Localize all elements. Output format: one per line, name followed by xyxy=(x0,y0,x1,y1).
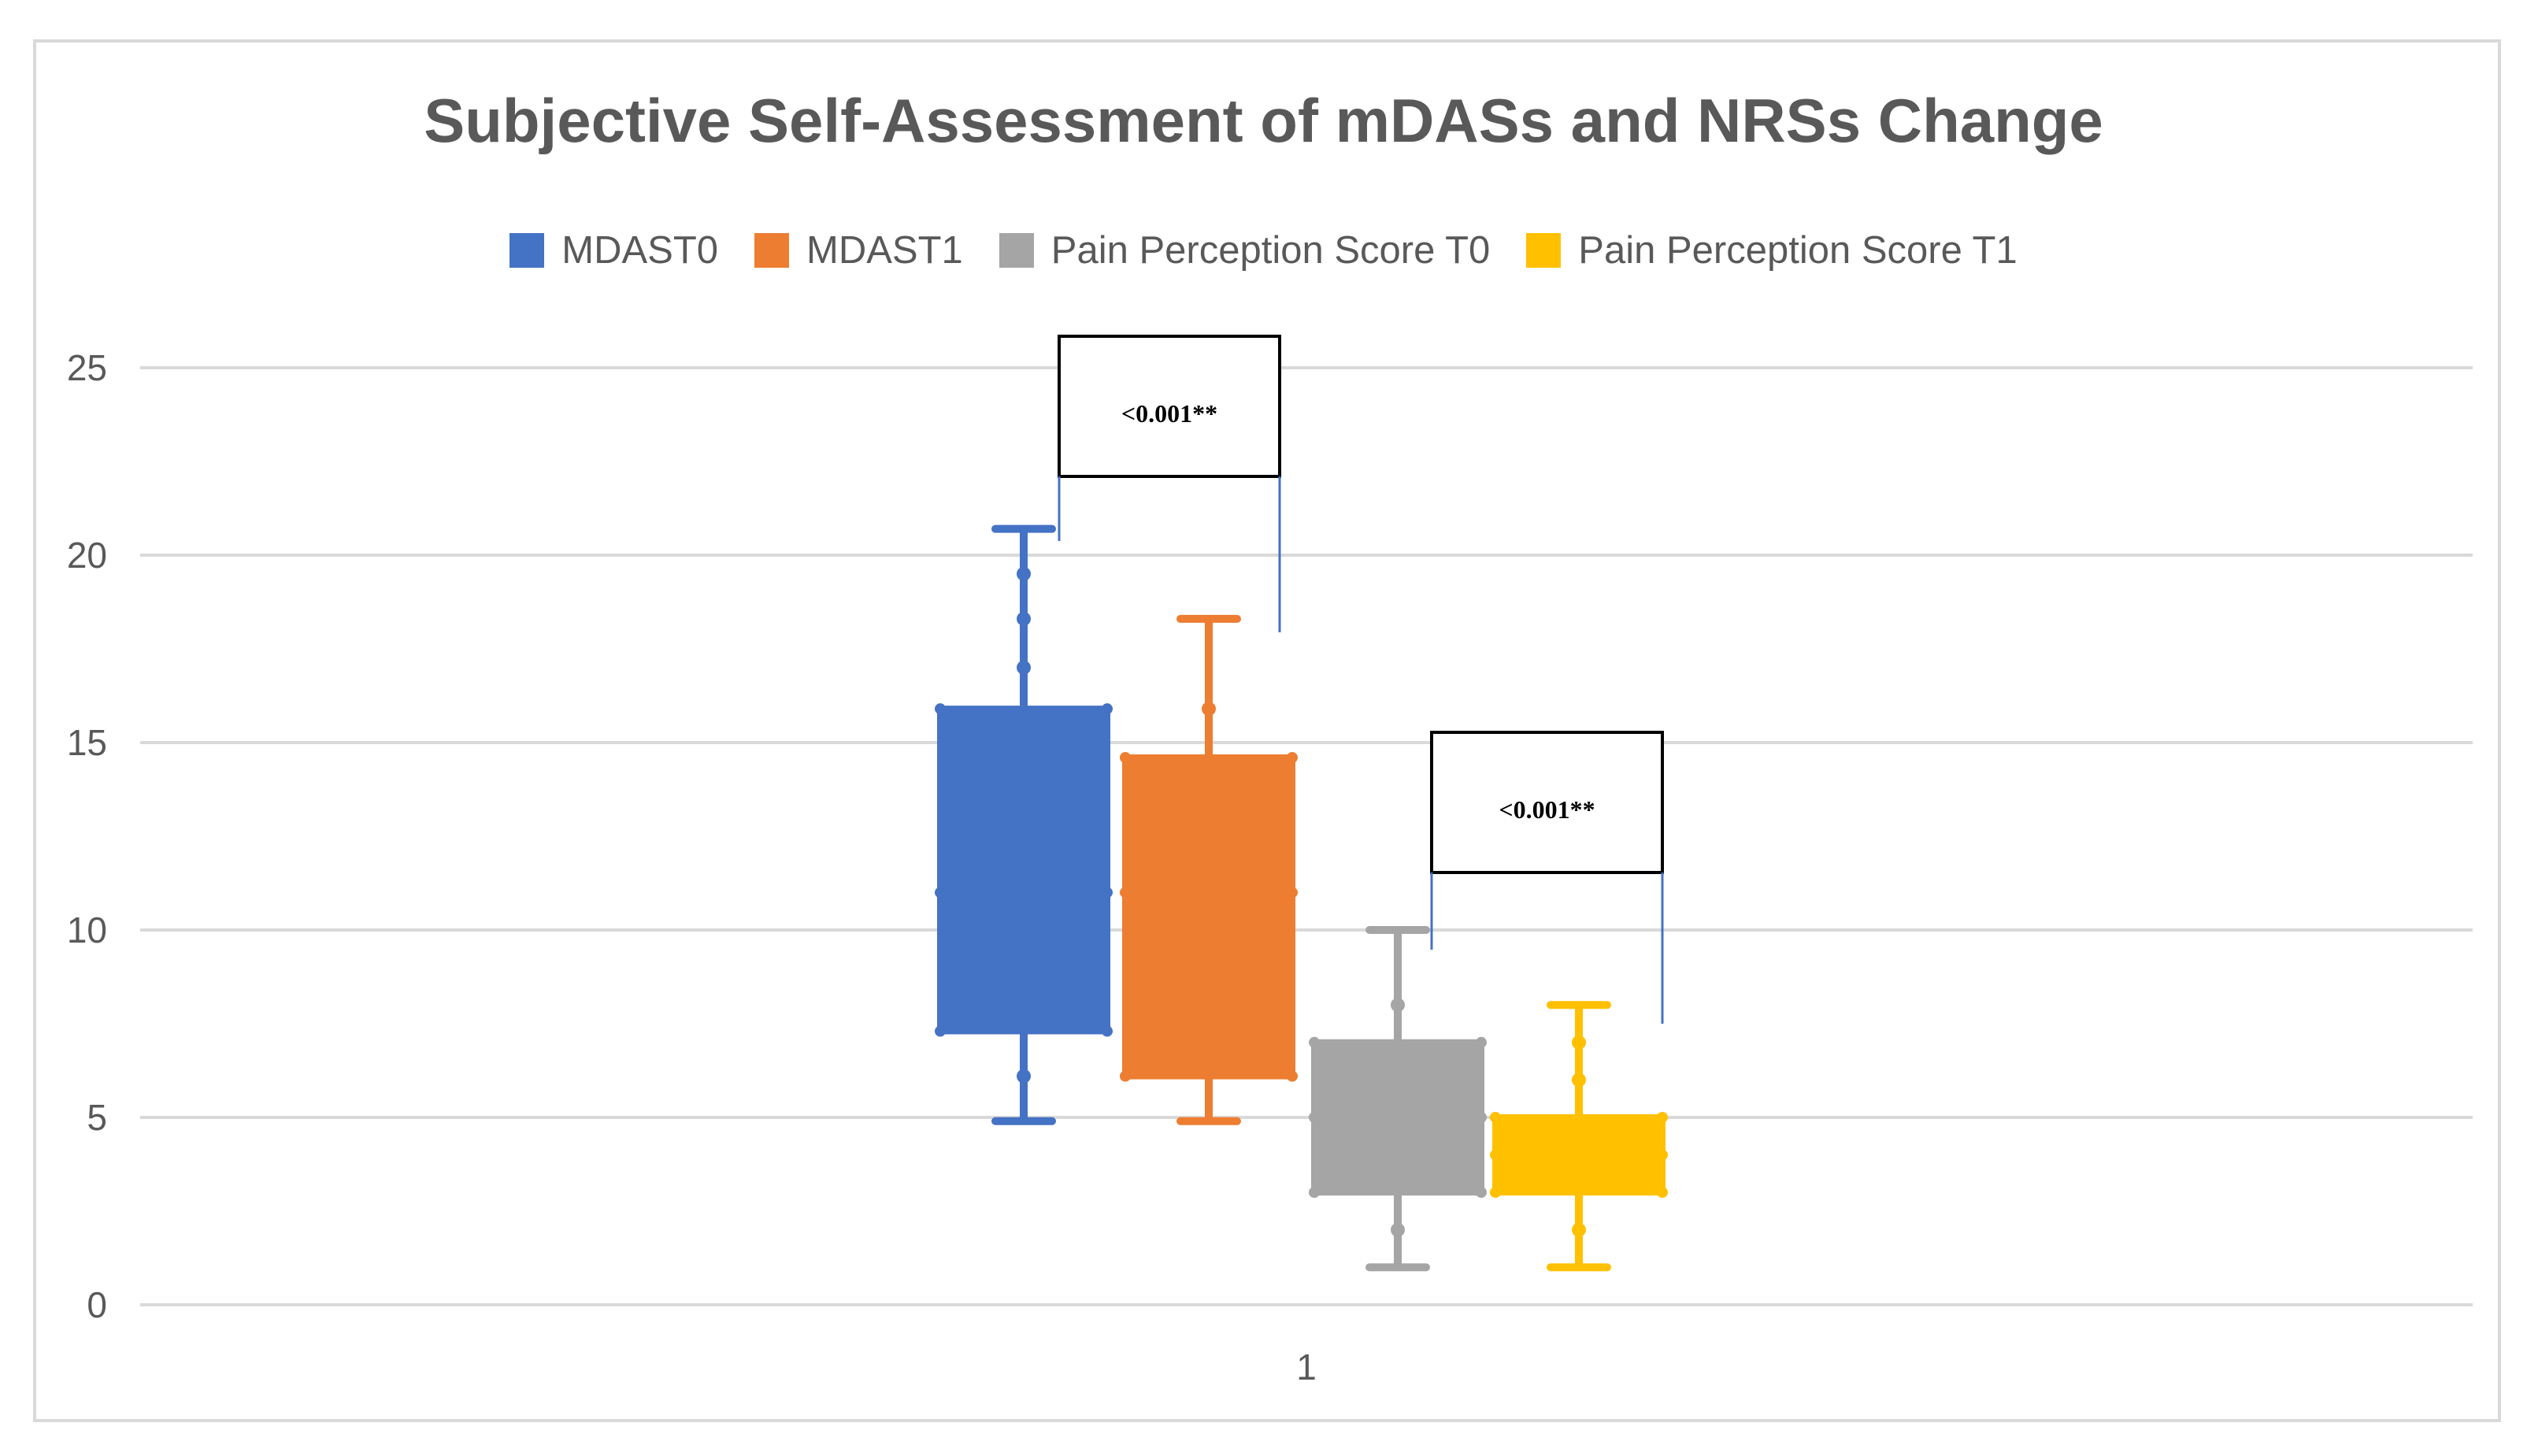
median-marker xyxy=(1392,1112,1403,1123)
quartile-marker xyxy=(1287,752,1298,764)
quartile-marker xyxy=(1657,1112,1668,1123)
data-point xyxy=(1391,998,1405,1013)
quartile-marker xyxy=(1476,1187,1487,1199)
legend-label-mdast0: MDAST0 xyxy=(561,229,719,272)
quartile-marker xyxy=(1490,1187,1501,1199)
legend-swatch-mdast1 xyxy=(754,233,790,268)
median-marker xyxy=(1573,1149,1584,1161)
median-marker xyxy=(1203,887,1214,898)
quartile-marker xyxy=(1476,1036,1487,1048)
quartile-marker xyxy=(1120,1070,1131,1082)
median-marker xyxy=(1490,1149,1501,1161)
median-marker xyxy=(1657,1149,1668,1161)
chart-title: Subjective Self-Assessment of mDASs and … xyxy=(424,86,2103,155)
legend-label-mdast1: MDAST1 xyxy=(806,229,963,272)
median-marker xyxy=(1102,887,1113,898)
quartile-marker xyxy=(1657,1187,1668,1199)
quartile-marker xyxy=(1120,752,1131,764)
data-point xyxy=(1572,1073,1586,1087)
data-point xyxy=(1017,611,1031,626)
legend-item: Pain Perception Score T1 xyxy=(1526,228,2018,272)
significance-box xyxy=(1058,335,1281,478)
significance-label: <0.001** xyxy=(1499,795,1595,824)
data-point xyxy=(1572,1035,1586,1050)
quartile-marker xyxy=(1309,1187,1320,1199)
box-mdast1 xyxy=(1122,754,1295,1080)
legend-swatch-pain-t1 xyxy=(1526,233,1562,268)
median-marker xyxy=(1309,1112,1320,1123)
legend-item: MDAST1 xyxy=(754,228,963,272)
quartile-marker xyxy=(935,703,946,715)
y-tick-label: 5 xyxy=(87,1097,107,1138)
x-tick-label: 1 xyxy=(1296,1347,1317,1387)
legend-label-pain-t1: Pain Perception Score T1 xyxy=(1578,229,2018,272)
data-point xyxy=(1391,1222,1405,1237)
data-point xyxy=(1202,702,1216,717)
legend: MDAST0 MDAST1 Pain Perception Score T0 P… xyxy=(0,228,2527,272)
y-tick-label: 10 xyxy=(67,910,107,950)
data-point xyxy=(1017,660,1031,675)
legend-item: Pain Perception Score T0 xyxy=(999,228,1490,272)
legend-swatch-pain-t0 xyxy=(999,233,1034,268)
legend-item: MDAST0 xyxy=(509,228,718,272)
quartile-marker xyxy=(935,1025,946,1037)
quartile-marker xyxy=(1309,1036,1320,1048)
data-point xyxy=(1572,1222,1586,1237)
quartile-marker xyxy=(1490,1112,1501,1123)
median-marker xyxy=(1120,887,1131,898)
median-marker xyxy=(1476,1112,1487,1123)
legend-label-pain-t0: Pain Perception Score T0 xyxy=(1050,229,1491,272)
data-point xyxy=(1017,566,1031,581)
y-tick-label: 20 xyxy=(67,535,107,576)
y-tick-label: 15 xyxy=(67,722,107,763)
legend-swatch-mdast0 xyxy=(509,233,545,268)
y-tick-label: 0 xyxy=(87,1284,107,1325)
median-marker xyxy=(1287,887,1298,898)
median-marker xyxy=(1018,887,1029,898)
significance-label: <0.001** xyxy=(1121,399,1217,428)
significance-box xyxy=(1430,731,1664,874)
quartile-marker xyxy=(1102,1025,1113,1037)
data-point xyxy=(1017,1069,1031,1084)
quartile-marker xyxy=(1287,1070,1298,1082)
box-mdast0 xyxy=(937,706,1110,1035)
median-marker xyxy=(935,887,946,898)
y-tick-label: 25 xyxy=(67,347,107,388)
chart-frame xyxy=(33,39,2501,1422)
quartile-marker xyxy=(1102,703,1113,715)
